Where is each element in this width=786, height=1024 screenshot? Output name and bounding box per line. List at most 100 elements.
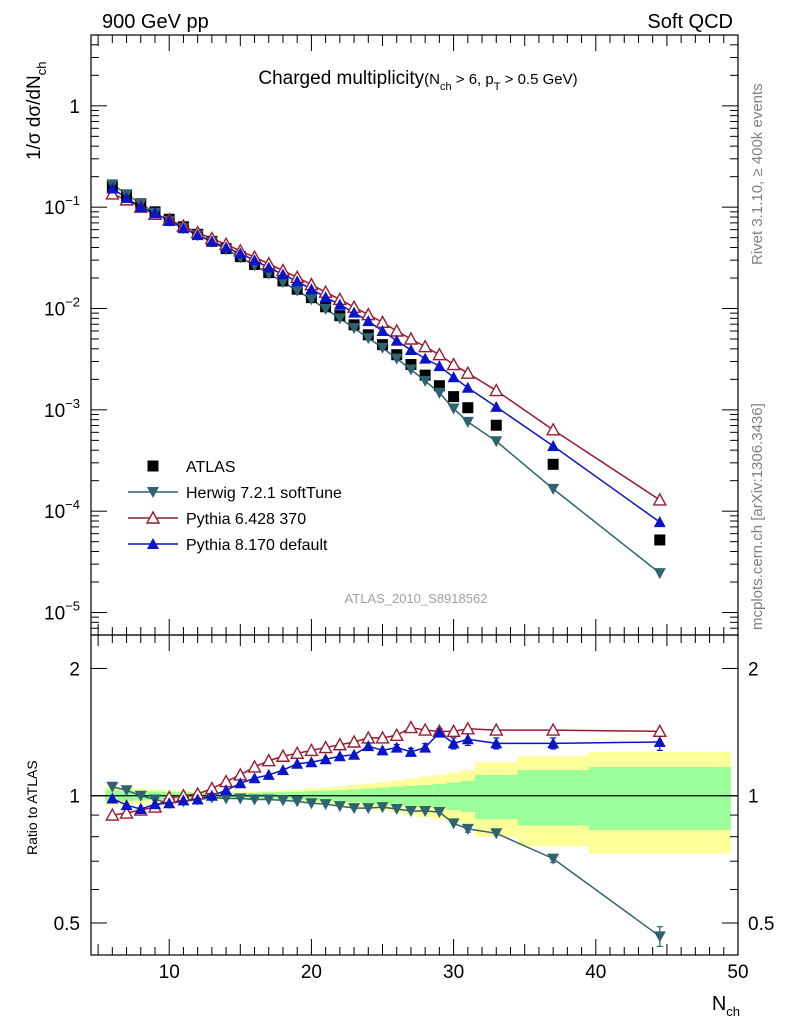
point-pythia-8-170-default <box>163 215 176 227</box>
ratio-point-herwig-7-2-1-softtune <box>547 853 560 865</box>
point-pythia-8-170-default <box>404 343 417 355</box>
x-tick-label: 40 <box>585 962 606 983</box>
ratio-point-herwig-7-2-1-softtune <box>120 785 133 797</box>
ratio-y-tick-label-left: 0.5 <box>54 914 80 935</box>
ratio-y-tick-label-right: 1 <box>748 787 759 808</box>
point-pythia-6-428-370 <box>652 492 667 506</box>
point-herwig-7-2-1-softtune <box>276 277 289 289</box>
ratio-point-pythia-6-428-370 <box>489 722 504 736</box>
ratio-point-herwig-7-2-1-softtune <box>248 794 261 806</box>
ratio-point-pythia-8-170-default <box>134 803 147 815</box>
x-tick-label: 10 <box>159 962 180 983</box>
ratio-point-herwig-7-2-1-softtune <box>276 795 289 807</box>
ratio-point-herwig-7-2-1-softtune <box>234 793 247 805</box>
ratio-point-pythia-6-428-370 <box>275 748 291 762</box>
ratio-point-pythia-8-170-default <box>276 764 289 776</box>
side-label-bottom: mcplots.cern.ch [arXiv:1306.3436] <box>749 403 766 630</box>
ratio-point-pythia-8-170-default <box>390 741 403 753</box>
point-pythia-8-170-default <box>248 254 261 266</box>
ratio-point-pythia-6-428-370 <box>318 740 333 754</box>
point-pythia-6-428-370 <box>446 357 461 371</box>
ratio-y-tick-label-left: 1 <box>69 787 80 808</box>
ratio-point-herwig-7-2-1-softtune <box>220 793 233 805</box>
point-herwig-7-2-1-softtune <box>319 303 332 315</box>
point-atlas <box>448 391 460 403</box>
point-atlas <box>547 458 559 470</box>
point-pythia-8-170-default <box>291 275 304 287</box>
ratio-point-pythia-8-170-default <box>653 735 666 747</box>
point-pythia-8-170-default <box>234 247 247 259</box>
point-herwig-7-2-1-softtune <box>376 342 389 354</box>
x-axis-label: Nch <box>712 993 740 1019</box>
ratio-y-tick-label-left: 2 <box>69 659 80 680</box>
legend-label-atlas: ATLAS <box>186 459 236 476</box>
point-pythia-6-428-370 <box>489 383 504 397</box>
y-tick-label: 10−2 <box>44 295 80 321</box>
ratio-point-pythia-6-428-370 <box>389 727 404 741</box>
point-pythia-8-170-default <box>362 315 375 327</box>
point-herwig-7-2-1-softtune <box>390 353 403 365</box>
ratio-point-pythia-6-428-370 <box>545 722 561 736</box>
point-herwig-7-2-1-softtune <box>447 403 460 415</box>
point-pythia-6-428-370 <box>389 323 404 337</box>
ratio-band-green <box>588 766 731 830</box>
ratio-point-pythia-8-170-default <box>433 726 446 738</box>
point-pythia-8-170-default <box>376 324 389 336</box>
point-herwig-7-2-1-softtune <box>419 375 432 387</box>
ratio-panel: 0.5 0.5 1 1 2 2 10 20 30 40 50 Ratio to ATLAS Nch <box>24 634 774 1019</box>
ratio-point-pythia-8-170-default <box>234 777 247 789</box>
legend-label-pythia8: Pythia 8.170 default <box>186 537 328 554</box>
ratio-point-herwig-7-2-1-softtune <box>419 806 432 818</box>
point-pythia-6-428-370 <box>432 347 447 361</box>
ratio-point-pythia-6-428-370 <box>247 759 262 773</box>
point-pythia-8-170-default <box>419 352 432 364</box>
ratio-point-pythia-8-170-default <box>376 744 389 756</box>
point-herwig-7-2-1-softtune <box>433 387 446 399</box>
ratio-y-tick-label-right: 0.5 <box>748 914 774 935</box>
point-pythia-8-170-default <box>333 298 346 310</box>
header-right: Soft QCD <box>647 11 733 33</box>
ratio-point-herwig-7-2-1-softtune <box>490 828 503 840</box>
point-pythia-6-428-370 <box>545 422 561 436</box>
point-herwig-7-2-1-softtune <box>291 285 304 297</box>
main-data-layer <box>105 179 667 580</box>
legend-label-herwig: Herwig 7.2.1 softTune <box>186 485 342 502</box>
point-pythia-8-170-default <box>177 222 190 234</box>
ratio-point-herwig-7-2-1-softtune <box>333 801 346 813</box>
legend-label-pythia6: Pythia 6.428 370 <box>186 511 306 528</box>
point-pythia-8-170-default <box>547 439 560 451</box>
side-label-top: Rivet 3.1.10, ≥ 400k events <box>749 83 766 265</box>
ratio-point-pythia-8-170-default <box>248 772 261 784</box>
ratio-point-pythia-6-428-370 <box>403 720 419 734</box>
point-pythia-8-170-default <box>461 381 474 393</box>
ratio-point-herwig-7-2-1-softtune <box>348 803 361 815</box>
legend: ATLAS Herwig 7.2.1 softTune Pythia 6.428… <box>128 459 342 554</box>
point-pythia-8-170-default <box>148 207 161 219</box>
y-tick-label: 1 <box>69 97 80 118</box>
ratio-point-pythia-8-170-default <box>305 756 318 768</box>
point-pythia-8-170-default <box>390 334 403 346</box>
ratio-point-pythia-6-428-370 <box>375 730 390 744</box>
ratio-point-pythia-8-170-default <box>348 748 361 760</box>
ratio-point-pythia-6-428-370 <box>446 723 461 738</box>
ratio-point-pythia-8-170-default <box>291 757 304 769</box>
legend-item-pythia8: Pythia 8.170 default <box>128 537 328 554</box>
ratio-ticks: 0.5 0.5 1 1 2 2 10 20 30 40 50 <box>54 635 774 983</box>
ratio-frame <box>90 634 739 956</box>
ratio-point-herwig-7-2-1-softtune <box>433 807 446 819</box>
point-herwig-7-2-1-softtune <box>348 323 361 335</box>
point-atlas <box>419 369 431 381</box>
x-tick-label: 30 <box>443 962 464 983</box>
ratio-data-layer <box>105 720 667 948</box>
y-tick-label: 10−3 <box>44 396 80 422</box>
point-herwig-7-2-1-softtune <box>404 364 417 376</box>
point-pythia-8-170-default <box>433 360 446 372</box>
ratio-band-green <box>517 770 589 826</box>
x-tick-label: 50 <box>727 962 748 983</box>
ratio-point-herwig-7-2-1-softtune <box>134 790 147 802</box>
ratio-point-pythia-8-170-default <box>163 797 176 809</box>
ratio-point-pythia-6-428-370 <box>346 734 362 748</box>
ratio-point-pythia-8-170-default <box>220 784 233 796</box>
analysis-label: ATLAS_2010_S8918562 <box>345 591 488 606</box>
